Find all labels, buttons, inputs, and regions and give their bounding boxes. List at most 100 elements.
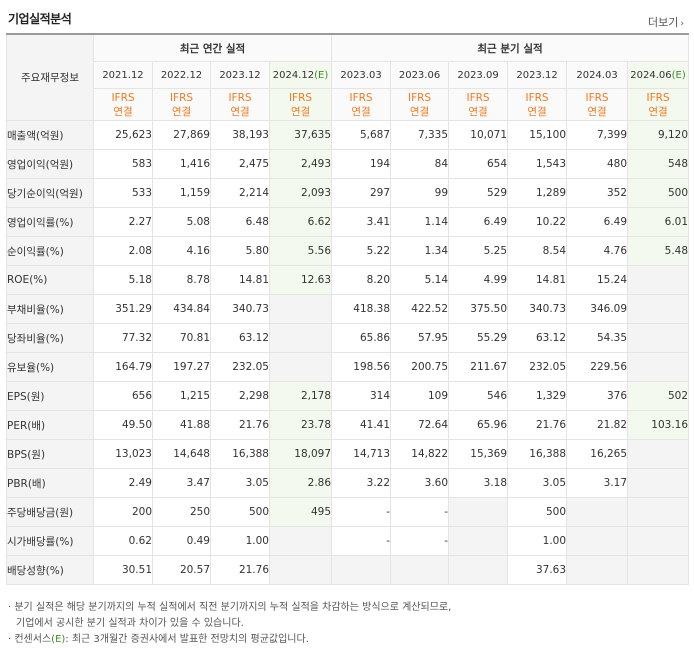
ifrs-label: IFRS [228,91,252,104]
table-cell: 314 [331,381,392,411]
table-cell: 351.29 [93,294,153,324]
table-cell: 5.14 [390,265,450,295]
table-cell: 20.57 [152,555,211,585]
chevron-right-icon: › [680,19,684,29]
period-label: 2023.06 [398,69,441,81]
table-cell: 5.56 [268,236,333,266]
table-row: 영업이익률(%) 2.27 5.08 6.48 6.62 3.41 1.14 6.49 10.2… [6,207,690,237]
table-cell: 5,687 [331,120,392,150]
ifrs-header: IFRS 연결 [390,88,450,121]
table-cell: 1,329 [507,381,568,411]
table-cell: 16,388 [210,439,270,469]
table-cell: 2,475 [210,149,270,179]
table-cell: 529 [448,178,509,208]
table-cell: 656 [93,381,153,411]
table-cell: 5.22 [331,236,392,266]
table-cell: 2,493 [268,149,333,179]
table-cell: 6.01 [627,207,690,237]
table-cell: 1.00 [210,526,270,556]
footnotes: · 분기 실적은 해당 분기까지의 누적 실적에서 직전 분기까지의 누적 실적… [8,600,688,648]
table-cell: 14,713 [331,439,392,469]
table-cell: 5.48 [627,236,690,266]
consolidated-label: 연결 [409,105,430,118]
period-label: 2022.12 [160,69,203,81]
footnote-2: 기업에서 공시한 분기 실적과 차이가 있을 수 있습니다. [16,618,244,629]
table-cell: 21.76 [210,410,270,440]
table-cell: 5.25 [448,236,509,266]
table-row: 순이익률(%) 2.08 4.16 5.80 5.56 5.22 1.34 5.25 8.54 4… [6,236,690,266]
row-label: BPS(원) [6,439,94,469]
table-cell: 8.20 [331,265,392,295]
table-cell: 6.48 [210,207,270,237]
table-cell: 480 [566,149,629,179]
table-cell: - [390,526,450,556]
table-cell: 418.38 [331,294,392,324]
table-cell: 340.73 [210,294,270,324]
period-label: 2024.06 [630,69,672,81]
table-cell: 200 [93,497,153,527]
table-cell: 65.96 [448,410,509,440]
table-cell: 2,298 [210,381,270,411]
row-label: 시가배당률(%) [6,526,94,556]
table-cell: 13,023 [93,439,153,469]
period-label: 2024.03 [576,69,618,81]
table-cell: 14.81 [507,265,568,295]
table-cell: 54.35 [566,323,629,353]
consolidated-label: 연결 [527,105,547,118]
table-row: 주당배당금(원) 200 250 500 495- -500 [6,497,690,527]
table-cell: 77.32 [93,323,153,353]
row-label: 유보율(%) [6,352,94,382]
consolidated-label: 연결 [468,105,488,118]
table-cell: 376 [566,381,629,411]
period-label: 2023.12 [219,69,261,81]
table-cell: 5.08 [152,207,211,237]
ifrs-label: IFRS [646,91,670,104]
table-cell: 346.09 [566,294,629,324]
table-cell: 2.08 [93,236,153,266]
table-row: ROE(%) 5.18 8.78 14.81 12.63 8.20 5.14 4.99 14.8… [6,265,690,295]
table-row: 부채비율(%) 351.29 434.84 340.73 418.38 422.52 375… [6,294,690,324]
table-cell: 654 [448,149,509,179]
table-cell: 1,159 [152,178,211,208]
table-cell: 1,416 [152,149,211,179]
row-label: 부채비율(%) [6,294,94,324]
table-cell: 502 [627,381,690,411]
period-label: 2024.12 [272,69,315,81]
table-row: 당좌비율(%) 77.32 70.81 63.12 65.86 57.95 55.29 63.… [6,323,690,353]
financial-table: 주요재무정보 최근 연간 실적 최근 분기 실적 2021.12 2022.12 2… [6,33,690,585]
row-label: 영업이익률(%) [6,207,94,237]
table-cell: 1,543 [507,149,568,179]
table-cell: 65.86 [331,323,392,353]
table-cell: 109 [390,381,450,411]
table-cell [566,526,629,556]
table-cell: 583 [93,149,153,179]
table-cell: 3.22 [331,468,392,498]
table-cell: 103.16 [627,410,690,440]
table-cell: 6.49 [566,207,629,237]
footnote-3-prefix: · 컨센서스 [8,634,52,645]
table-cell: 546 [448,381,509,411]
table-cell: 232.05 [210,352,270,382]
table-cell: 37,635 [268,120,333,150]
more-link[interactable]: 더보기 › [648,14,684,30]
table-row: PBR(배) 2.49 3.47 3.05 2.86 3.22 3.60 3.18 3.05 3.… [6,468,690,498]
ifrs-header: IFRS 연결 [268,88,333,121]
table-cell: 99 [390,178,450,208]
table-cell [268,294,333,324]
row-label: PBR(배) [6,468,94,498]
table-cell: 1,215 [152,381,211,411]
table-cell: 2,214 [210,178,270,208]
row-label: 영업이익(억원) [6,149,94,179]
table-cell: 375.50 [448,294,509,324]
table-row: 당기순이익(억원) 533 1,159 2,214 2,093 297 99 529 1,289… [6,178,690,208]
table-cell [627,555,690,585]
table-cell: 14.81 [210,265,270,295]
table-cell: 198.56 [331,352,392,382]
table-cell: 72.64 [390,410,450,440]
table-cell: 16,265 [566,439,629,469]
table-cell: 9,120 [627,120,690,150]
table-cell: 15.24 [566,265,629,295]
table-cell: 38,193 [210,120,270,150]
table-cell: 14,822 [390,439,450,469]
ifrs-header: IFRS 연결 [93,88,153,121]
